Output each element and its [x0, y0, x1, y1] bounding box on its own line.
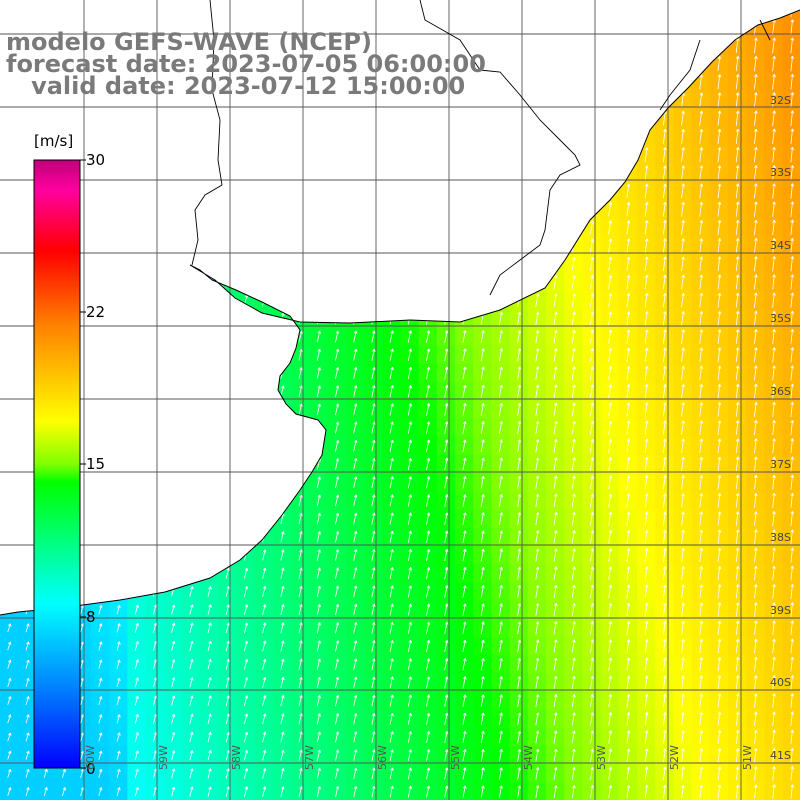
- colorbar-tick-15: 15: [86, 455, 106, 473]
- colorbar-unit: [m/s]: [34, 132, 74, 150]
- colorbar-tick-0: 0: [86, 760, 96, 778]
- title-forecast-date: forecast date: 2023-07-05 06:00:00: [6, 50, 486, 78]
- lat-label-38s: 38S: [770, 531, 791, 544]
- lon-label-51w: 51W: [741, 745, 754, 770]
- colorbar-tick-22: 22: [86, 303, 106, 321]
- lat-label-41s: 41S: [770, 749, 791, 762]
- lon-label-58w: 58W: [230, 745, 243, 770]
- lon-label-56w: 56W: [376, 745, 389, 770]
- lat-label-37s: 37S: [770, 458, 791, 471]
- lat-label-34s: 34S: [770, 239, 791, 252]
- lat-label-33s: 33S: [770, 166, 791, 179]
- lon-label-59w: 59W: [157, 745, 170, 770]
- coastline: [0, 9, 800, 616]
- land-boundary-0: [191, 0, 223, 266]
- lat-label-40s: 40S: [770, 676, 791, 689]
- lat-label-35s: 35S: [770, 312, 791, 325]
- lat-label-36s: 36S: [770, 385, 791, 398]
- title-model: modelo GEFS-WAVE (NCEP): [6, 28, 372, 56]
- colorbar: [33, 159, 81, 769]
- lon-label-55w: 55W: [449, 745, 462, 770]
- lon-label-53w: 53W: [595, 745, 608, 770]
- lon-label-60w: 60W: [84, 745, 97, 770]
- land-boundary-4: [759, 19, 771, 41]
- land-boundary-2: [419, 0, 481, 71]
- colorbar-tick-30: 30: [86, 151, 106, 169]
- lon-label-52w: 52W: [668, 745, 681, 770]
- land-boundary-1: [479, 69, 581, 296]
- lon-label-54w: 54W: [522, 745, 535, 770]
- lat-label-39s: 39S: [770, 604, 791, 617]
- title-valid-date: valid date: 2023-07-12 15:00:00: [6, 72, 466, 100]
- lat-label-32s: 32S: [770, 94, 791, 107]
- land-boundary-3: [659, 39, 701, 111]
- colorbar-tick-8: 8: [86, 608, 96, 626]
- lon-label-57w: 57W: [303, 745, 316, 770]
